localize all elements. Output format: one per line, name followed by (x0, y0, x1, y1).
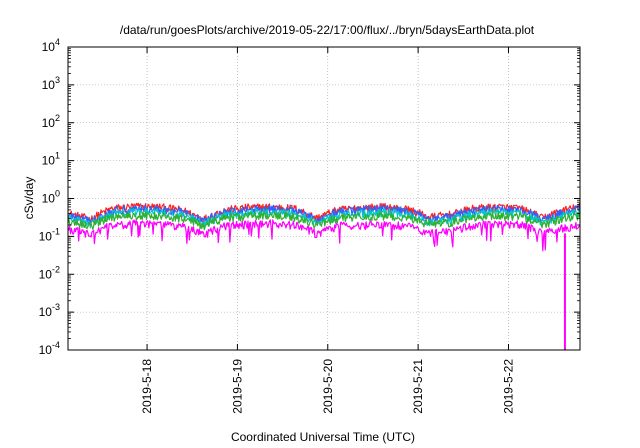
y-tick-label: 104 (42, 37, 60, 54)
y-tick-label: 103 (42, 75, 60, 92)
chart-title: /data/run/goesPlots/archive/2019-05-22/1… (120, 23, 535, 37)
y-tick-label: 102 (42, 113, 60, 130)
y-tick-label: 100 (42, 189, 60, 206)
series-line (67, 219, 581, 252)
y-tick-label: 101 (42, 151, 60, 168)
x-tick-label: 2019-5-20 (321, 359, 335, 414)
x-axis-label: Coordinated Universal Time (UTC) (231, 430, 415, 444)
y-tick-label: 10-3 (39, 302, 60, 319)
x-tick-labels: 2019-5-18 2019-5-19 2019-5-20 2019-5-21 2019… (140, 47, 515, 414)
y-axis-label: cSv/day (22, 177, 36, 220)
y-tick-label: 10-4 (39, 340, 60, 357)
x-tick-label: 2019-5-21 (411, 359, 425, 414)
y-tick-label: 10-2 (39, 264, 60, 281)
y-tick-labels: 104 103 102 101 100 10-1 10-2 10-3 10-4 (39, 37, 580, 357)
series-line (67, 204, 581, 225)
x-tick-label: 2019-5-22 (501, 359, 515, 414)
y-tick-label: 10-1 (39, 226, 60, 243)
series-line (67, 208, 581, 229)
x-tick-label: 2019-5-19 (230, 359, 244, 414)
series-lines (67, 202, 581, 350)
x-tick-label: 2019-5-18 (140, 359, 154, 414)
series-line (67, 211, 581, 231)
grid-lines (68, 47, 580, 350)
